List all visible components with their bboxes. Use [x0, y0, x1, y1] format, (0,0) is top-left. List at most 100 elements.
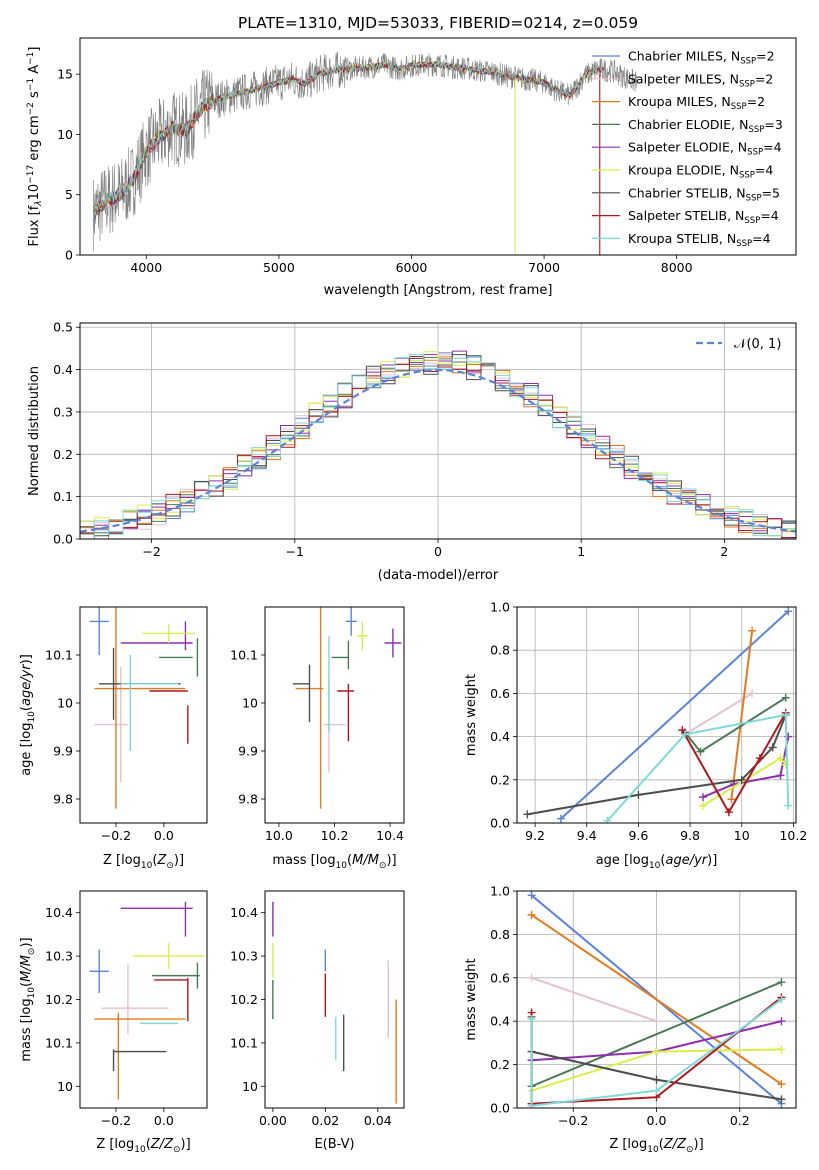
- panel-mass_weight_vs_age: 9.2 9.4 9.6 9.8 10 10.2 0.0 0.2 0.4 0.6 0.8 1.0 mass…: [464, 600, 807, 872]
- mass-weight-marker: [699, 801, 707, 810]
- mass-weight-marker: [652, 1017, 661, 1026]
- x-tick-label: 0.2: [730, 1113, 750, 1128]
- mass-weight-line: [531, 976, 657, 1023]
- y-tick-label: 10.2: [230, 992, 258, 1007]
- mass-weight-marker: [781, 693, 790, 702]
- y-tick-label: 9.8: [238, 792, 258, 807]
- axes-frame: [79, 322, 797, 540]
- axes-frame: [79, 37, 797, 256]
- mass-weight-marker: [556, 814, 565, 823]
- plot-content: [527, 891, 786, 1108]
- x-tick-label: −1: [286, 544, 304, 559]
- x-tick-label: 0.00: [259, 1113, 287, 1128]
- y-tick-label: 0.8: [490, 927, 510, 942]
- axes-frame: [516, 606, 797, 824]
- mass-weight-marker: [727, 795, 736, 804]
- y-axis-label: mass weight: [464, 958, 479, 1040]
- y-tick-label: 10: [242, 696, 258, 711]
- x-tick-label: 9.8: [680, 828, 700, 843]
- plot-content: [272, 901, 397, 1104]
- y-tick-label: 10: [57, 127, 73, 142]
- mass-weight-marker: [652, 1047, 661, 1056]
- axes-frame: [79, 606, 208, 824]
- x-tick-label: 0.0: [154, 1113, 174, 1128]
- x-axis-label: wavelength [Angstrom, rest frame]: [324, 283, 553, 298]
- legend-entry: Salpeter ELODIE, NSSP=4: [628, 140, 782, 158]
- plot-content: [89, 901, 205, 1100]
- mass-weight-marker: [777, 1017, 786, 1026]
- plot-content: [92, 51, 637, 255]
- mass-weight-marker: [777, 995, 786, 1004]
- mass-weight-marker: [603, 816, 612, 823]
- x-tick-label: 9.4: [577, 828, 597, 843]
- y-tick-label: 10.1: [230, 1035, 258, 1050]
- spectrum-model-line: [92, 61, 604, 221]
- mass-weight-marker: [527, 910, 536, 919]
- legend-entry: Kroupa STELIB, NSSP=4: [628, 231, 771, 249]
- axes-frame: [264, 606, 405, 824]
- y-tick-label: 0.2: [53, 447, 73, 462]
- mass-weight-line: [730, 630, 754, 800]
- legend-entry: Salpeter MILES, NSSP=2: [628, 71, 773, 89]
- y-axis-label: mass [log10(M/M⊙)]: [19, 937, 37, 1061]
- x-tick-label: 6000: [396, 260, 428, 275]
- mass-weight-line: [531, 914, 782, 1085]
- y-tick-label: 0.2: [490, 1057, 510, 1072]
- panel-age_vs_mass: 10.0 10.2 10.4 9.8 9.9 10 10.1 mass [log10(M/M⊙…: [230, 606, 405, 871]
- x-tick-label: 4000: [130, 260, 162, 275]
- mass-weight-marker: [784, 801, 793, 810]
- y-tick-label: 0.5: [53, 320, 73, 335]
- panel-spectrum: 4000 5000 6000 7000 8000 0 5 10 15 Chabrier MILES…: [26, 37, 797, 298]
- spectrum-data-line: [93, 51, 637, 252]
- y-tick-label: 0: [65, 248, 73, 263]
- y-tick-label: 1.0: [490, 884, 510, 899]
- y-tick-label: 0.1: [53, 489, 73, 504]
- mass-weight-marker: [784, 607, 793, 616]
- mass-weight-marker: [781, 760, 790, 769]
- y-tick-label: 0.0: [53, 532, 73, 547]
- x-tick-label: 0.0: [154, 828, 174, 843]
- y-tick-label: 10.4: [230, 905, 258, 920]
- spectrum-model-line: [92, 61, 604, 221]
- legend-entry: Kroupa MILES, NSSP=2: [628, 94, 765, 112]
- panel-mass_vs_ebv: 0.00 0.02 0.04 10 10.1 10.2 10.3 10.4 E(B-V): [230, 890, 405, 1152]
- x-tick-label: 7000: [528, 260, 560, 275]
- y-tick-label: 15: [57, 67, 73, 82]
- mass-weight-marker: [777, 1045, 786, 1054]
- x-tick-label: 10.2: [321, 828, 349, 843]
- legend-entry: Kroupa ELODIE, NSSP=4: [628, 163, 773, 181]
- y-tick-label: 10.3: [230, 949, 258, 964]
- mass-weight-marker: [696, 747, 705, 756]
- x-tick-label: 9.2: [525, 828, 545, 843]
- mass-weight-marker: [748, 689, 757, 698]
- y-tick-label: 10.1: [230, 648, 258, 663]
- axes-frame: [516, 890, 797, 1109]
- axes-frame: [79, 890, 208, 1109]
- x-axis-label: mass [log10(M/M⊙)]: [272, 853, 396, 871]
- legend-entry: Chabrier ELODIE, NSSP=3: [628, 117, 783, 135]
- y-tick-label: 0.6: [490, 686, 510, 701]
- x-tick-label: 10: [734, 828, 750, 843]
- panel-residuals: −2 −1 0 1 2 0.0 0.1 0.2 0.3 0.4 0.5 𝒩(0, 1) (data-mo…: [27, 320, 797, 583]
- x-tick-label: −0.2: [558, 1113, 588, 1128]
- spectrum-legend: Chabrier MILES, NSSP=2 Salpeter MILES, NS…: [592, 49, 783, 249]
- mass-weight-marker: [776, 754, 785, 763]
- y-tick-label: 0.4: [490, 1014, 510, 1029]
- legend-entry: Salpeter STELIB, NSSP=4: [628, 208, 779, 226]
- x-tick-label: 5000: [263, 260, 295, 275]
- axes-frame: [264, 890, 405, 1109]
- x-axis-label: Z [log10(Z/Z⊙)]: [609, 1137, 703, 1155]
- y-tick-label: 1.0: [490, 600, 510, 615]
- mass-weight-line: [560, 610, 789, 820]
- y-tick-label: 10.3: [45, 949, 73, 964]
- x-axis-label: age [log10(age/yr)]: [596, 853, 718, 871]
- legend-entry: 𝒩(0, 1): [734, 337, 781, 352]
- legend-entry: Chabrier MILES, NSSP=2: [628, 49, 775, 67]
- panel-mass_weight_vs_Z: −0.2 0.0 0.2 0.0 0.2 0.4 0.6 0.8 1.0 mass weight Z…: [464, 884, 797, 1155]
- figure-title: PLATE=1310, MJD=53033, FIBERID=0214, z=0…: [238, 14, 638, 32]
- panel-age_vs_Z: −0.2 0.0 9.8 9.9 10 10.1 Z [log10(Z⊙)] age [log…: [19, 606, 208, 871]
- y-axis-label: mass weight: [464, 674, 479, 756]
- legend-entry: Chabrier STELIB, NSSP=5: [628, 185, 780, 203]
